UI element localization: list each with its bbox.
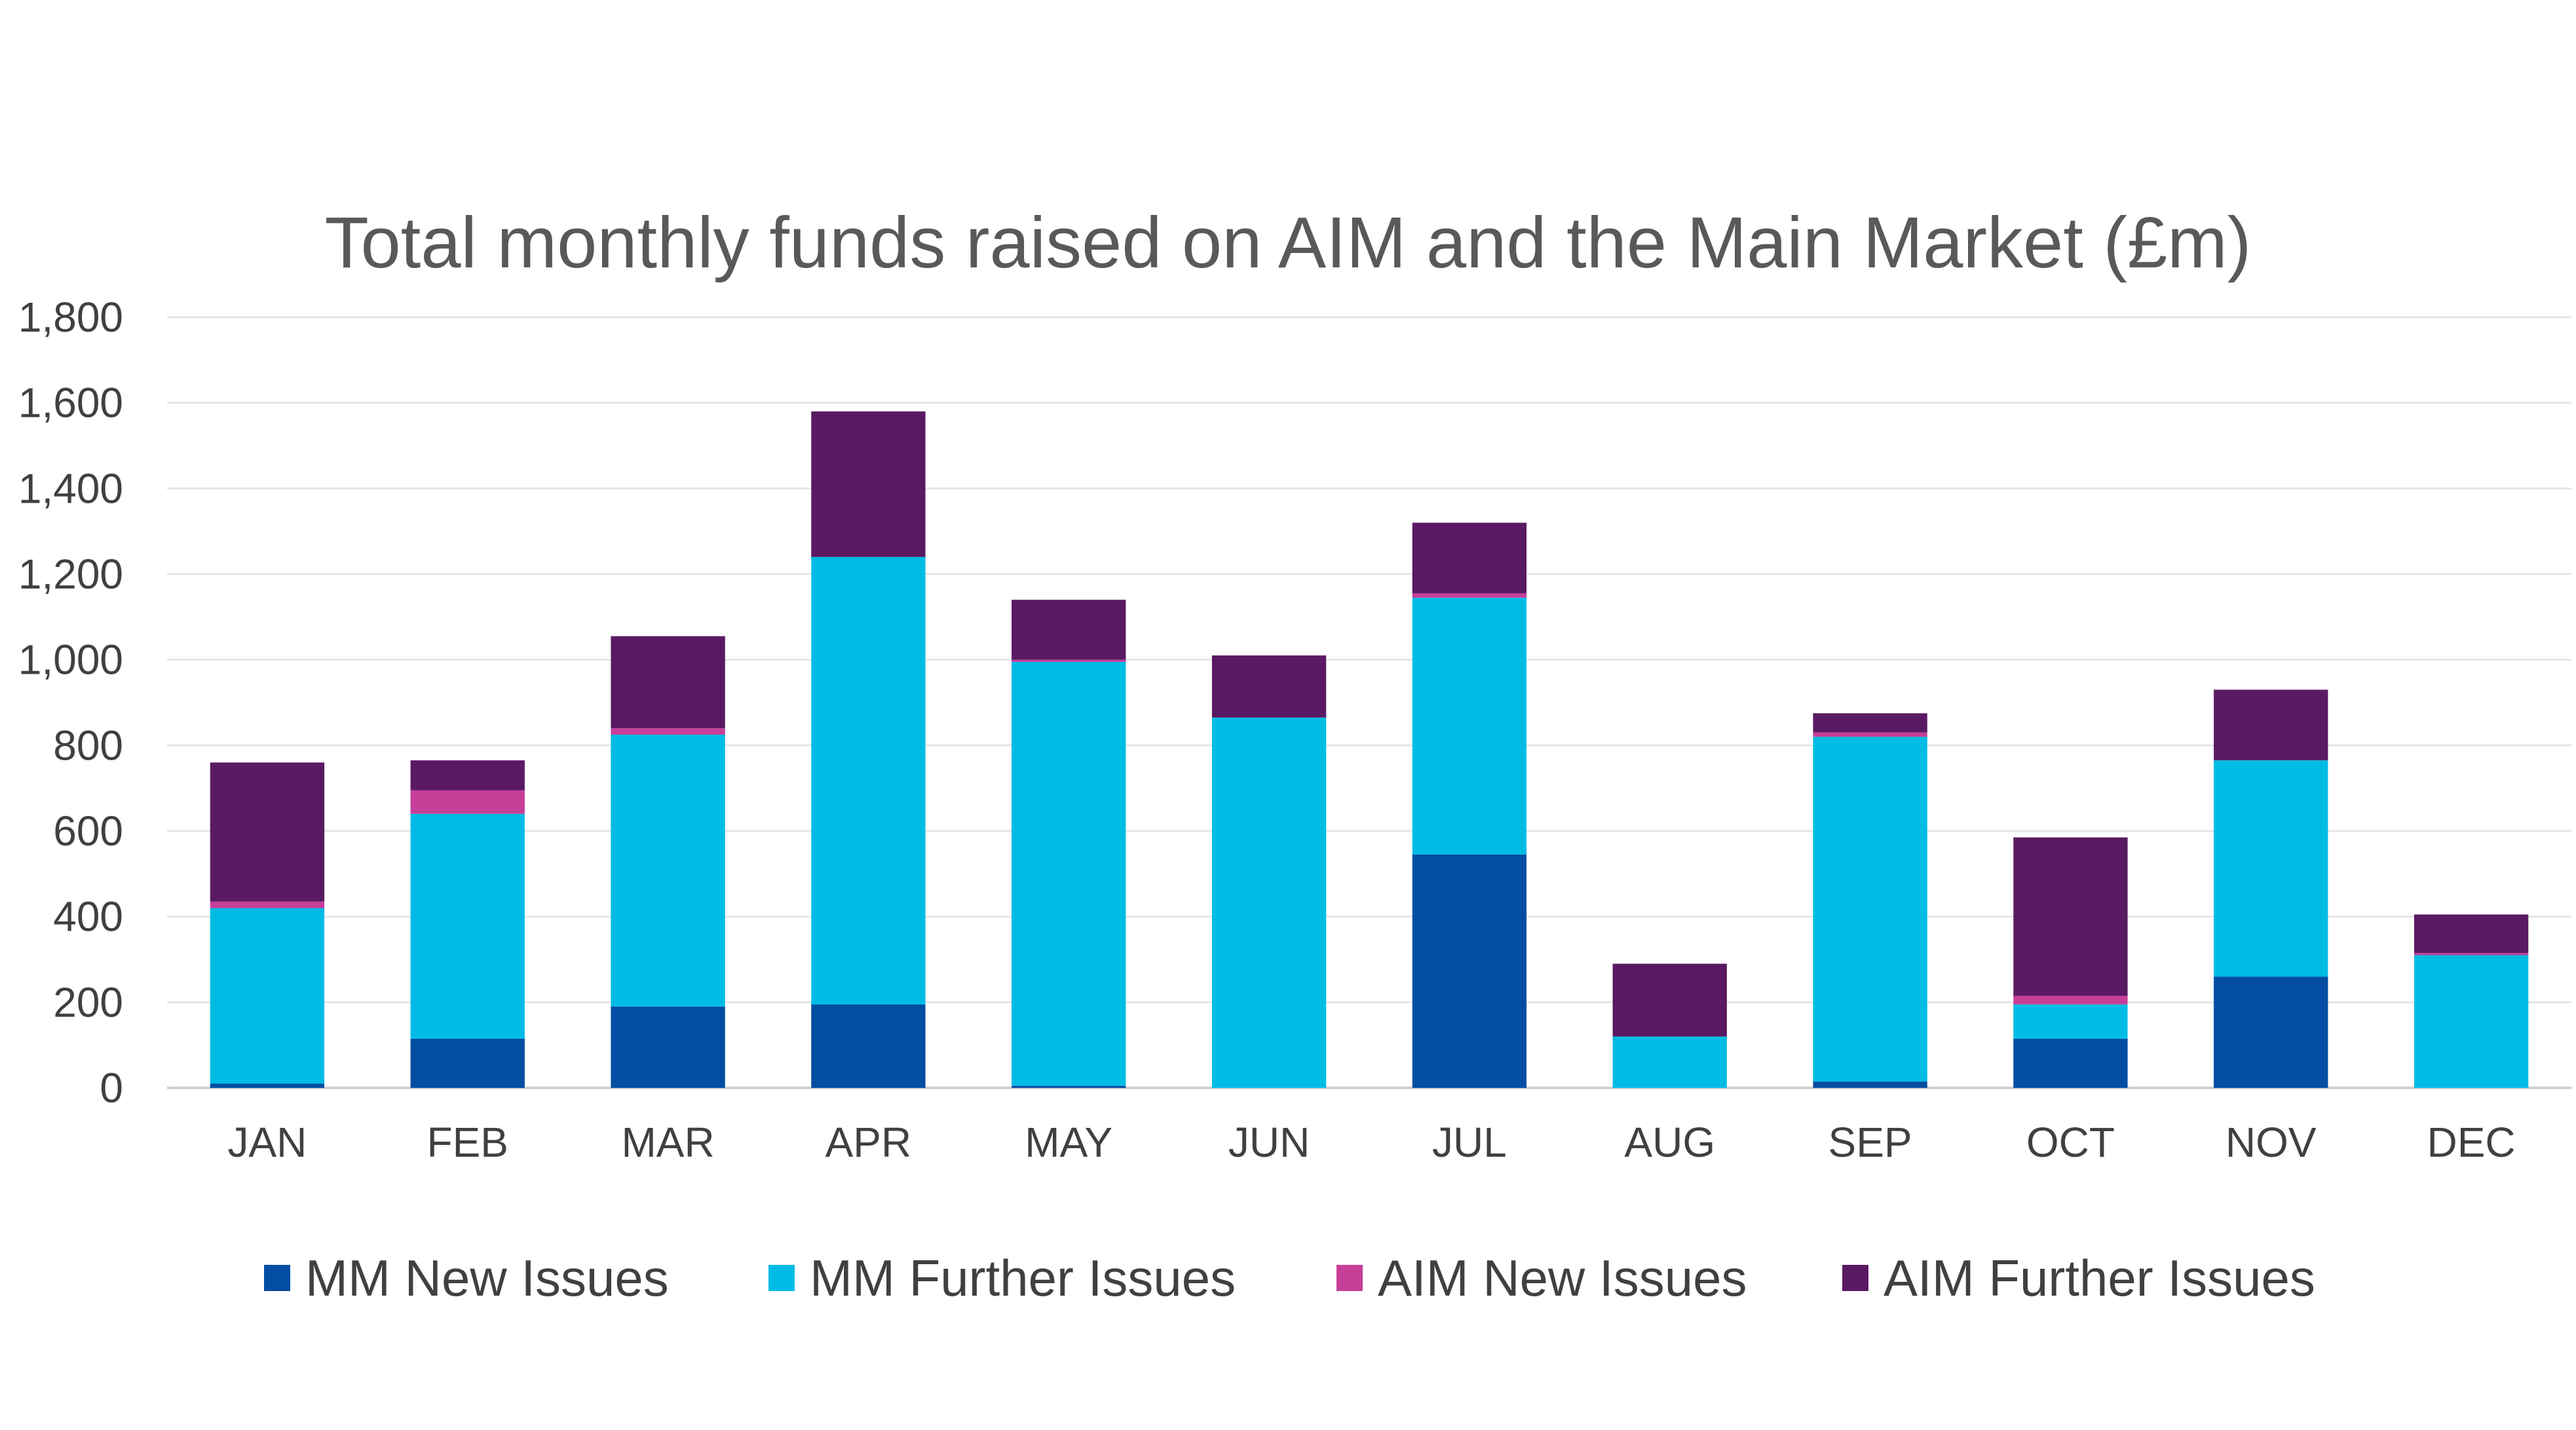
x-axis-tick-labels: JAN FEB MAR APR MAY JUN JUL AUG SEP OCT NOV DEC	[227, 1119, 2515, 1166]
y-axis-tick-labels: 0 200 400 600 800 1,000 1,200 1,400 1,600 1,800	[18, 294, 123, 1111]
bar-segment-mm-further-issues-may	[1012, 661, 1126, 1086]
bar-segment-mm-further-issues-dec	[2414, 955, 2529, 1088]
legend-label: AIM Further Issues	[1884, 1249, 2315, 1307]
bar-segment-mm-further-issues-aug	[1612, 1036, 1727, 1088]
bar-segment-aim-further-issues-nov	[2214, 689, 2328, 761]
legend-swatch	[264, 1265, 290, 1291]
bar-segment-aim-further-issues-jun	[1211, 655, 1327, 718]
x-tick-label: AUG	[1624, 1119, 1715, 1166]
bar-segment-mm-new-issues-apr	[811, 1004, 926, 1088]
x-tick-label: OCT	[2026, 1119, 2115, 1166]
bar-segment-mm-new-issues-oct	[2013, 1038, 2128, 1088]
x-tick-label: DEC	[2427, 1119, 2516, 1166]
bar-segment-aim-further-issues-jul	[1412, 522, 1527, 594]
bar-segment-mm-new-issues-nov	[2214, 976, 2328, 1088]
x-tick-label: JAN	[227, 1119, 307, 1166]
bar-segment-aim-new-issues-mar	[611, 728, 725, 735]
legend-swatch	[1336, 1265, 1363, 1291]
y-tick-label: 1,200	[18, 551, 123, 598]
bar-segment-aim-further-issues-aug	[1612, 963, 1727, 1037]
legend-label: MM New Issues	[305, 1249, 669, 1307]
bar-segment-mm-new-issues-jul	[1412, 854, 1527, 1088]
bar-segment-aim-further-issues-feb	[410, 760, 525, 790]
bars	[210, 411, 2529, 1088]
bar-segment-mm-new-issues-feb	[410, 1038, 525, 1088]
bar-segment-mm-further-issues-sep	[1813, 737, 1927, 1082]
y-tick-label: 1,800	[18, 294, 123, 341]
x-tick-label: JUN	[1228, 1119, 1310, 1166]
x-tick-label: JUL	[1432, 1119, 1507, 1166]
x-tick-label: MAY	[1025, 1119, 1112, 1166]
x-tick-label: MAR	[621, 1119, 714, 1166]
chart-title: Total monthly funds raised on AIM and th…	[325, 203, 2252, 283]
legend-swatch	[1842, 1265, 1868, 1291]
x-tick-label: APR	[825, 1119, 912, 1166]
y-tick-label: 800	[53, 722, 123, 769]
bar-segment-aim-new-issues-sep	[1813, 732, 1927, 737]
y-tick-label: 200	[53, 978, 123, 1026]
legend-label: MM Further Issues	[810, 1249, 1236, 1307]
y-tick-label: 0	[100, 1064, 123, 1111]
x-tick-label: NOV	[2226, 1119, 2317, 1166]
bar-segment-mm-further-issues-jun	[1211, 717, 1327, 1088]
x-tick-label: FEB	[427, 1119, 508, 1166]
bar-segment-mm-further-issues-oct	[2013, 1004, 2128, 1039]
bar-segment-mm-new-issues-mar	[611, 1006, 725, 1088]
bar-segment-aim-new-issues-may	[1012, 659, 1126, 662]
bar-segment-mm-further-issues-feb	[410, 813, 525, 1039]
legend-label: AIM New Issues	[1378, 1249, 1747, 1307]
bar-segment-aim-further-issues-apr	[811, 411, 926, 557]
bar-segment-aim-new-issues-oct	[2013, 995, 2128, 1005]
bar-segment-aim-further-issues-dec	[2414, 914, 2529, 954]
y-tick-label: 1,000	[18, 636, 123, 684]
bar-segment-aim-further-issues-oct	[2013, 837, 2128, 996]
bar-segment-mm-new-issues-may	[1012, 1085, 1126, 1088]
bar-segment-mm-new-issues-sep	[1813, 1081, 1927, 1088]
bar-segment-aim-new-issues-feb	[410, 790, 525, 814]
legend: MM New Issues MM Further Issues AIM New Is…	[264, 1249, 2315, 1307]
x-tick-label: SEP	[1828, 1119, 1912, 1166]
legend-swatch	[768, 1265, 795, 1291]
bar-segment-aim-new-issues-jul	[1412, 593, 1527, 598]
y-tick-label: 400	[53, 893, 123, 940]
gridlines	[167, 316, 2571, 1089]
bar-segment-aim-further-issues-mar	[611, 636, 725, 729]
bar-segment-aim-further-issues-sep	[1813, 713, 1927, 733]
y-tick-label: 600	[53, 807, 123, 855]
bar-segment-aim-further-issues-may	[1012, 600, 1126, 660]
bar-segment-mm-further-issues-apr	[811, 556, 926, 1005]
bar-segment-mm-new-issues-jan	[210, 1083, 325, 1088]
bar-segment-aim-further-issues-jan	[210, 762, 325, 902]
bar-segment-mm-further-issues-mar	[611, 735, 725, 1007]
bar-segment-mm-further-issues-nov	[2214, 760, 2328, 977]
bar-segment-mm-further-issues-jan	[210, 908, 325, 1084]
bar-segment-aim-new-issues-jan	[210, 901, 325, 908]
bar-segment-mm-further-issues-jul	[1412, 597, 1527, 855]
bar-segment-aim-new-issues-dec	[2414, 953, 2529, 956]
y-tick-label: 1,400	[18, 465, 123, 512]
y-tick-label: 1,600	[18, 379, 123, 427]
